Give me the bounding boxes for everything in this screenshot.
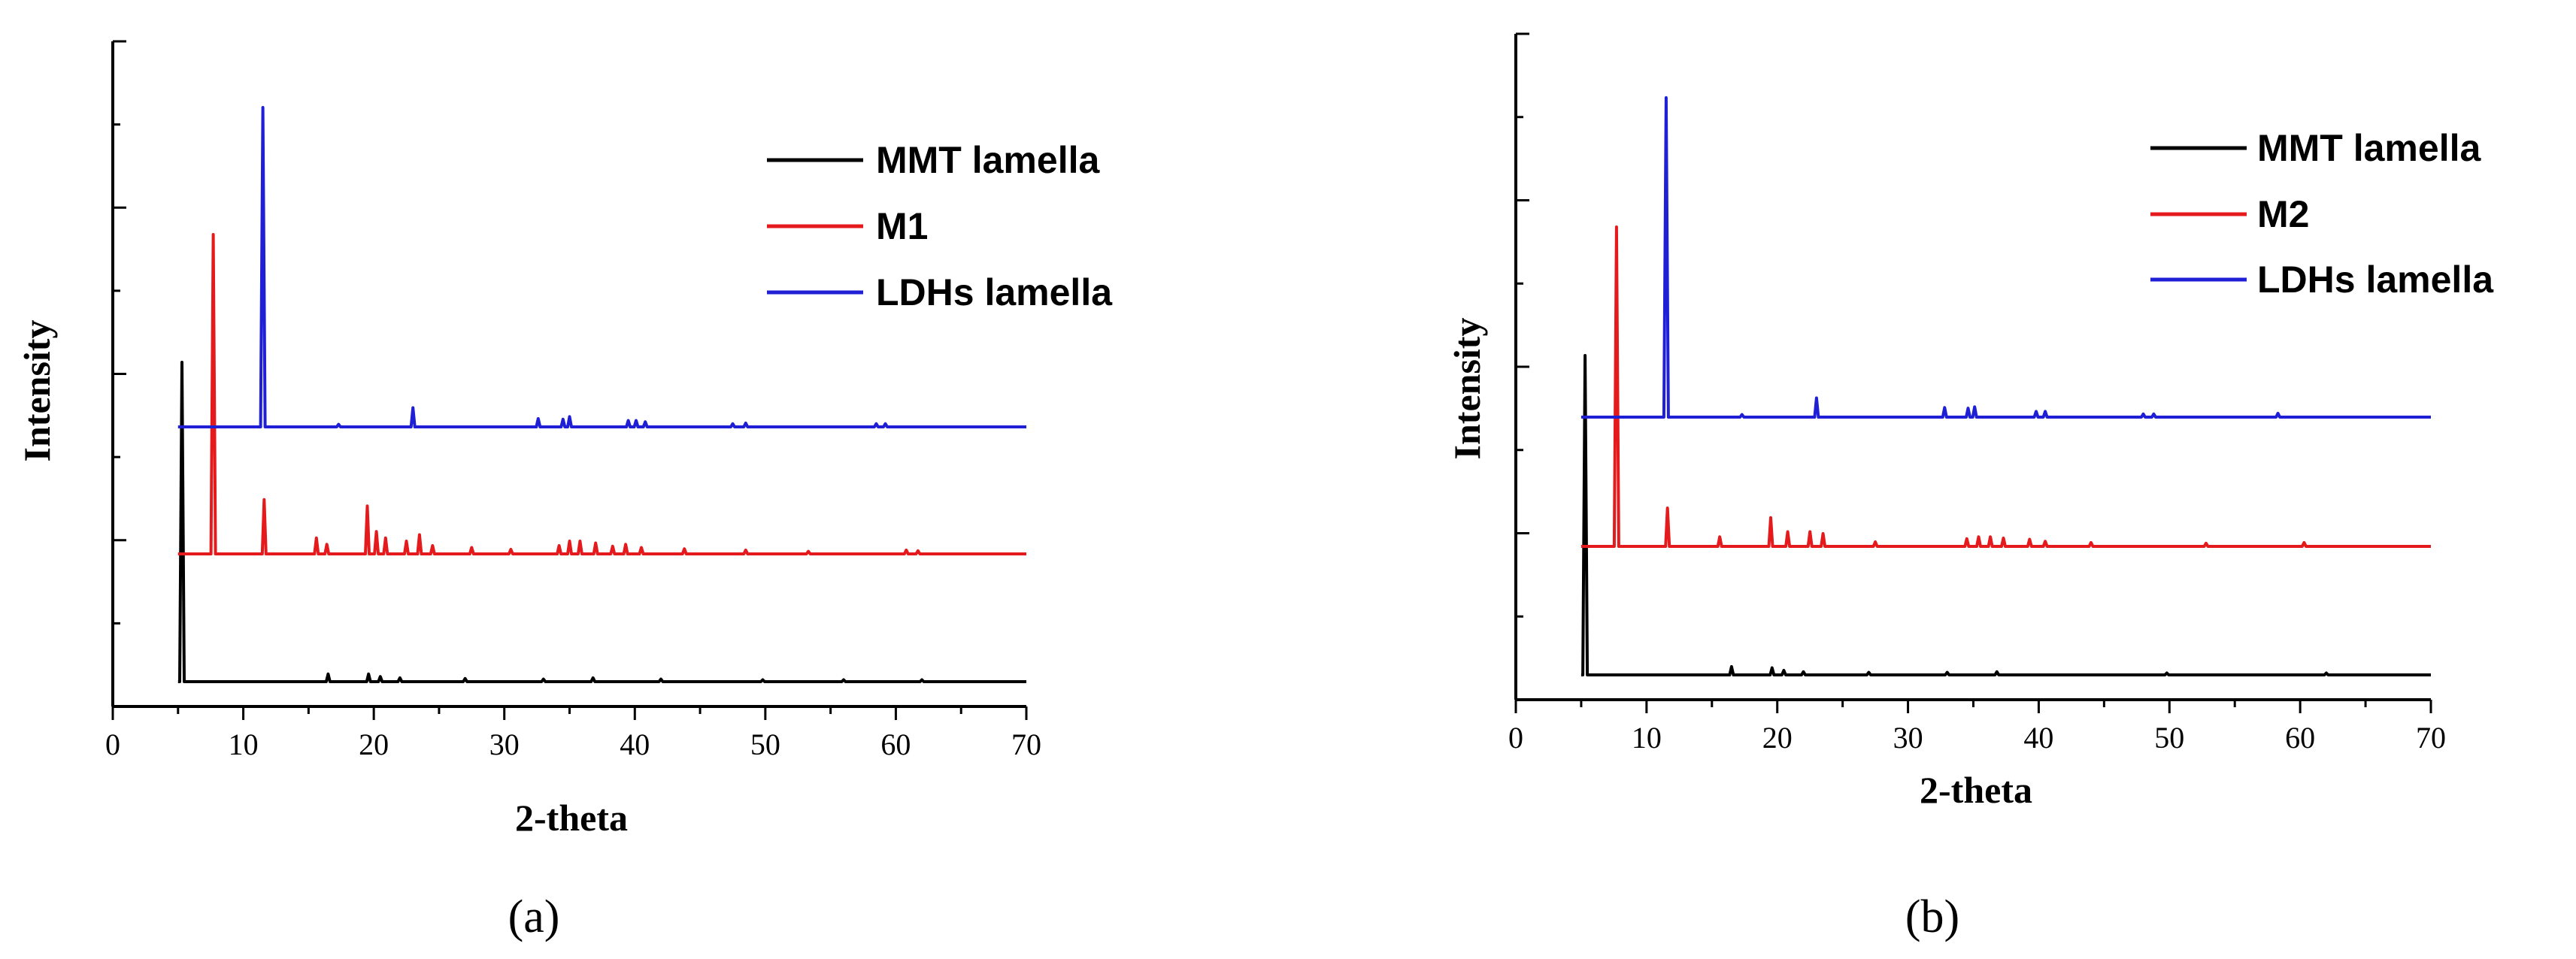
chart-panel-b: 0 10 20 30 40 50 60 70 MMT lamella M2 LDHs lamella… (1446, 32, 2494, 942)
x-tick-label: 70 (2416, 721, 2446, 755)
x-tick-label: 0 (105, 728, 120, 761)
legend-label: LDHs lamella (876, 271, 1113, 313)
x-tick-label: 70 (1011, 728, 1041, 761)
panel-label: (b) (1905, 891, 1959, 942)
x-tick-label: 60 (2285, 721, 2315, 755)
x-tick-label: 40 (620, 728, 650, 761)
x-tick-label: 30 (489, 728, 520, 761)
series-line-m2 (1580, 225, 2431, 548)
x-axis-title: 2-theta (515, 797, 628, 839)
x-tick-label: 10 (229, 728, 259, 761)
y-axis-title: Intensity (1446, 318, 1488, 460)
legend-label: M2 (2257, 193, 2309, 235)
series-line-ldhs-lamella (177, 106, 1026, 428)
x-tick-label: 50 (750, 728, 780, 761)
y-axis-title: Intensity (16, 320, 58, 462)
chart-panel-a: 0 10 20 30 40 50 60 70 MMT lamella M1 LDHs lamella… (16, 40, 1113, 942)
panel-label: (a) (508, 891, 560, 942)
x-tick-label: 30 (1893, 721, 1923, 755)
x-tick-label: 0 (1508, 721, 1523, 755)
series-line-ldhs-lamella (1580, 96, 2431, 419)
x-tick-label: 40 (2023, 721, 2053, 755)
series-line-m1 (177, 233, 1026, 555)
legend-label: MMT lamella (2257, 127, 2481, 169)
x-axis-title: 2-theta (1920, 769, 2032, 811)
x-tick-label: 20 (1762, 721, 1793, 755)
x-tick-label: 60 (880, 728, 911, 761)
x-tick-label: 20 (359, 728, 389, 761)
legend-label: M1 (876, 205, 928, 247)
legend-label: MMT lamella (876, 139, 1100, 181)
x-tick-label: 10 (1632, 721, 1662, 755)
series-line-mmt-lamella (177, 361, 1026, 683)
series-line-mmt-lamella (1580, 354, 2431, 676)
x-tick-label: 50 (2154, 721, 2184, 755)
legend-label: LDHs lamella (2257, 259, 2494, 301)
